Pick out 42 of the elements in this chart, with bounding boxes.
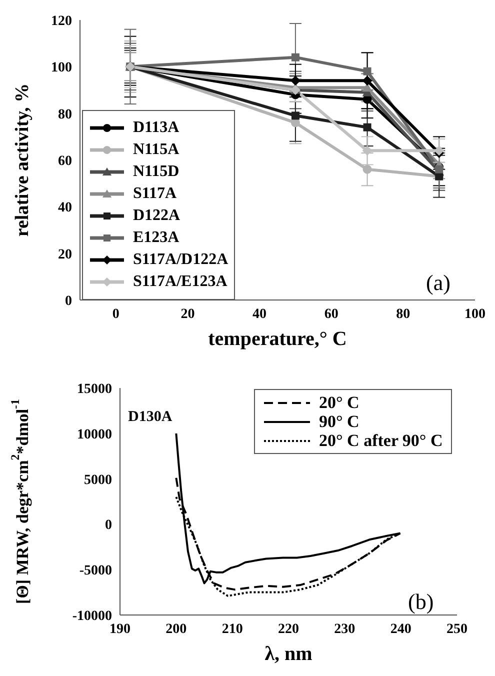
x-tick-label: 210 xyxy=(222,622,243,637)
y-tick-label: 120 xyxy=(51,14,72,29)
legend-label: 90° C xyxy=(319,412,360,431)
legend-label: S117A xyxy=(133,184,177,204)
x-tick-label: 20 xyxy=(180,306,195,322)
legend-label: D113A xyxy=(133,118,180,138)
annotation: (b) xyxy=(408,589,434,615)
y-tick-label: 40 xyxy=(58,200,72,216)
x-tick-label: 100 xyxy=(464,306,486,322)
legend-label: N115D xyxy=(133,162,180,182)
x-axis-title: λ, nm xyxy=(264,643,313,665)
y-tick-label: 15000 xyxy=(77,382,112,397)
legend-label: S117A/E123A xyxy=(133,272,228,292)
x-tick-label: 80 xyxy=(396,306,410,322)
x-tick-label: 40 xyxy=(252,306,267,322)
y-tick-label: 10000 xyxy=(77,427,112,442)
y-tick-label: -10000 xyxy=(72,608,112,624)
legend-label: E123A xyxy=(133,228,180,248)
y-tick-label: 0 xyxy=(65,294,72,309)
x-tick-label: 240 xyxy=(390,622,412,637)
y-axis-title: relative activity, % xyxy=(12,83,32,237)
legend-label: 20° C after 90° C xyxy=(319,431,443,450)
x-tick-label: 200 xyxy=(166,622,187,637)
y-tick-label: -5000 xyxy=(79,564,112,579)
x-tick-label: 220 xyxy=(278,622,299,637)
legend-label: D122A xyxy=(133,206,180,226)
x-tick-label: 230 xyxy=(334,622,356,637)
x-tick-label: 60 xyxy=(324,306,338,322)
y-tick-label: 80 xyxy=(58,107,72,122)
y-tick-label: 0 xyxy=(105,518,112,534)
x-tick-label: 250 xyxy=(446,622,468,637)
legend-label: N115A xyxy=(133,140,180,160)
x-axis-title: temperature,° C xyxy=(208,328,347,350)
legend-label: 20° C xyxy=(319,393,360,412)
x-tick-label: 190 xyxy=(110,622,130,637)
annotation: D130A xyxy=(128,409,172,426)
legend-label: S117A/D122A xyxy=(133,250,228,270)
y-tick-label: 20 xyxy=(58,247,72,262)
y-tick-label: 100 xyxy=(51,60,72,76)
y-tick-label: 5000 xyxy=(84,472,112,488)
y-tick-label: 60 xyxy=(58,154,72,169)
annotation: (a) xyxy=(426,270,450,296)
